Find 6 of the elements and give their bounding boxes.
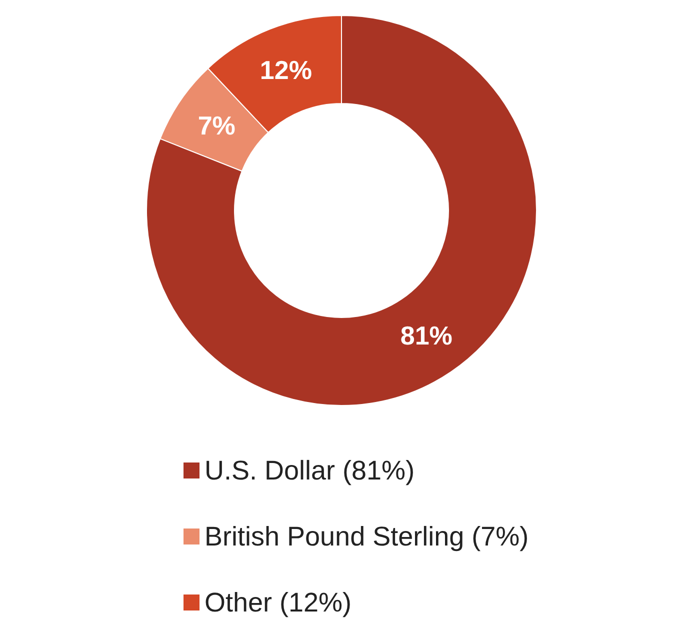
legend-label: Other (12%) (204, 588, 352, 618)
data-label: 12% (260, 55, 312, 86)
legend-label: British Pound Sterling (7%) (204, 522, 529, 552)
legend-label: U.S. Dollar (81%) (204, 456, 415, 486)
data-label: 7% (198, 110, 236, 141)
data-label: 81% (400, 320, 452, 350)
